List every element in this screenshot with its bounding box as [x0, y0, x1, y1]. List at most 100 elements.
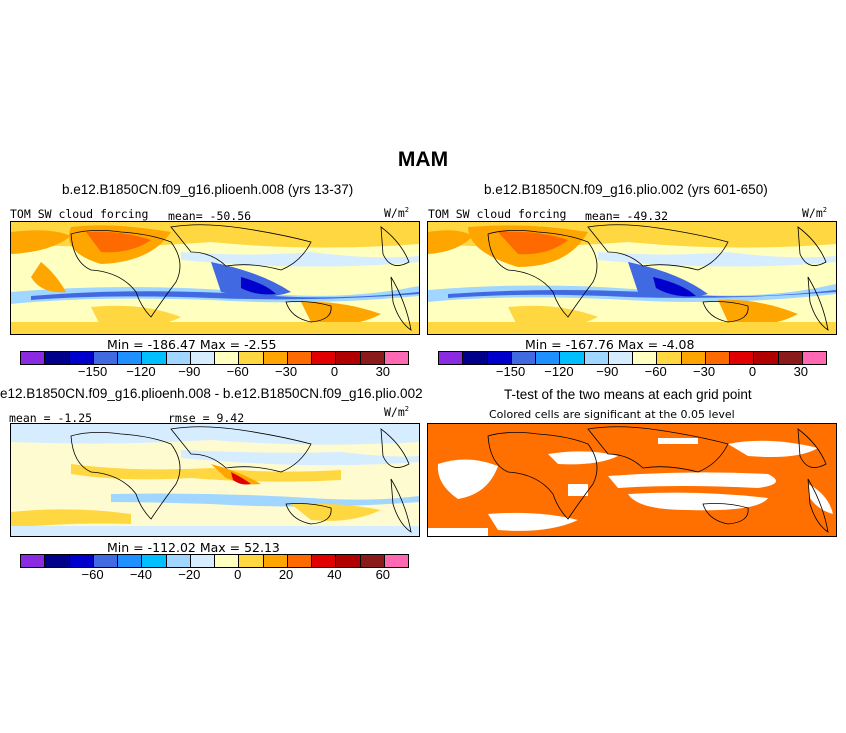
- colorbar-tick-label: 0: [234, 567, 242, 582]
- panel3-map: [10, 423, 420, 537]
- colorbar-swatch: [166, 352, 191, 364]
- colorbar-swatch: [312, 555, 337, 567]
- colorbar-swatch: [287, 352, 312, 364]
- panel3-minmax: Min = -112.02 Max = 52.13: [107, 540, 280, 555]
- panel2-minmax: Min = -167.76 Max = -4.08: [525, 337, 695, 352]
- panel3-field-svg: [11, 424, 419, 536]
- panel4-map: [427, 423, 837, 537]
- colorbar-tick-label: −120: [126, 364, 156, 379]
- colorbar-swatch: [21, 352, 46, 364]
- panel2-field-label: TOM SW cloud forcing: [428, 207, 567, 221]
- colorbar-swatch: [754, 352, 779, 364]
- panel3-title: e12.B1850CN.f09_g16.plioenh.008 - b.e12.…: [0, 386, 423, 401]
- colorbar-tick-label: −20: [178, 567, 201, 582]
- colorbar-tick-label: 20: [278, 567, 294, 582]
- colorbar-swatch: [45, 352, 70, 364]
- panel3-rmse: rmse = 9.42: [168, 411, 245, 425]
- colorbar-swatch: [463, 352, 488, 364]
- panel2-units: W/m2: [802, 206, 827, 220]
- panel3-colorbar: [20, 554, 409, 568]
- panel1-colorbar: [20, 351, 409, 365]
- colorbar-swatch: [705, 352, 730, 364]
- colorbar-swatch: [560, 352, 585, 364]
- colorbar-swatch: [239, 555, 264, 567]
- colorbar-swatch: [69, 555, 94, 567]
- colorbar-swatch: [584, 352, 609, 364]
- panel1-minmax: Min = -186.47 Max = -2.55: [107, 337, 277, 352]
- colorbar-swatch: [118, 352, 143, 364]
- colorbar-swatch: [45, 555, 70, 567]
- panel1-title: b.e12.B1850CN.f09_g16.plioenh.008 (yrs 1…: [62, 182, 354, 197]
- panel3-ticks: −60 −40 −20 0 20 40 60: [20, 567, 407, 583]
- colorbar-swatch: [360, 555, 385, 567]
- colorbar-tick-label: −90: [178, 364, 201, 379]
- colorbar-swatch: [487, 352, 512, 364]
- colorbar-swatch: [336, 352, 361, 364]
- panel1-field-label: TOM SW cloud forcing: [10, 207, 149, 221]
- colorbar-tick-label: 30: [375, 364, 391, 379]
- colorbar-tick-label: 30: [793, 364, 809, 379]
- colorbar-tick-label: −30: [275, 364, 298, 379]
- colorbar-swatch: [93, 352, 118, 364]
- panel2-field-svg: [428, 222, 836, 334]
- colorbar-swatch: [21, 555, 46, 567]
- colorbar-swatch: [608, 352, 633, 364]
- colorbar-swatch: [384, 555, 408, 567]
- panel1-units: W/m2: [384, 206, 409, 220]
- colorbar-swatch: [190, 555, 215, 567]
- colorbar-swatch: [142, 555, 167, 567]
- panel1-field-svg: [11, 222, 419, 334]
- colorbar-tick-label: −60: [644, 364, 667, 379]
- colorbar-swatch: [312, 352, 337, 364]
- colorbar-swatch: [263, 555, 288, 567]
- colorbar-swatch: [778, 352, 803, 364]
- colorbar-tick-label: −60: [226, 364, 249, 379]
- colorbar-swatch: [730, 352, 755, 364]
- colorbar-swatch: [657, 352, 682, 364]
- colorbar-tick-label: 40: [327, 567, 342, 582]
- panel2-ticks: −150 −120 −90 −60 −30 0 30: [438, 364, 825, 380]
- figure-title: MAM: [397, 148, 449, 171]
- panel2-mean: mean= -49.32: [585, 209, 669, 223]
- panel1-ticks: −150 −120 −90 −60 −30 0 30: [20, 364, 407, 380]
- colorbar-swatch: [802, 352, 826, 364]
- colorbar-swatch: [263, 352, 288, 364]
- colorbar-swatch: [166, 555, 191, 567]
- colorbar-tick-label: −40: [129, 567, 152, 582]
- panel3-units: W/m2: [384, 405, 409, 419]
- colorbar-tick-label: 0: [330, 364, 339, 379]
- colorbar-swatch: [439, 352, 464, 364]
- panel2-title: b.e12.B1850CN.f09_g16.plio.002 (yrs 601-…: [484, 182, 768, 197]
- colorbar-tick-label: −60: [81, 567, 104, 582]
- colorbar-swatch: [360, 352, 385, 364]
- colorbar-swatch: [536, 352, 561, 364]
- colorbar-swatch: [633, 352, 658, 364]
- panel4-title: T-test of the two means at each grid poi…: [504, 387, 752, 402]
- colorbar-tick-label: −120: [544, 364, 574, 379]
- colorbar-swatch: [511, 352, 536, 364]
- panel4-significance-svg: [428, 424, 836, 536]
- panel3-mean: mean = -1.25: [9, 411, 93, 425]
- colorbar-swatch: [93, 555, 118, 567]
- panel1-map: [10, 221, 420, 335]
- panel2-map: [427, 221, 837, 335]
- colorbar-swatch: [336, 555, 361, 567]
- panel1-mean: mean= -50.56: [168, 209, 252, 223]
- colorbar-swatch: [142, 352, 167, 364]
- colorbar-swatch: [118, 555, 143, 567]
- panel2-colorbar: [438, 351, 827, 365]
- colorbar-swatch: [190, 352, 215, 364]
- colorbar-tick-label: 60: [375, 567, 391, 582]
- colorbar-swatch: [681, 352, 706, 364]
- colorbar-tick-label: −90: [596, 364, 619, 379]
- colorbar-tick-label: −150: [77, 364, 108, 379]
- colorbar-swatch: [215, 352, 240, 364]
- panel4-subtitle: Colored cells are significant at the 0.0…: [489, 408, 735, 421]
- colorbar-swatch: [215, 555, 240, 567]
- colorbar-swatch: [239, 352, 264, 364]
- colorbar-swatch: [384, 352, 408, 364]
- colorbar-tick-label: −150: [495, 364, 526, 379]
- colorbar-swatch: [69, 352, 94, 364]
- colorbar-swatch: [287, 555, 312, 567]
- colorbar-tick-label: −30: [693, 364, 716, 379]
